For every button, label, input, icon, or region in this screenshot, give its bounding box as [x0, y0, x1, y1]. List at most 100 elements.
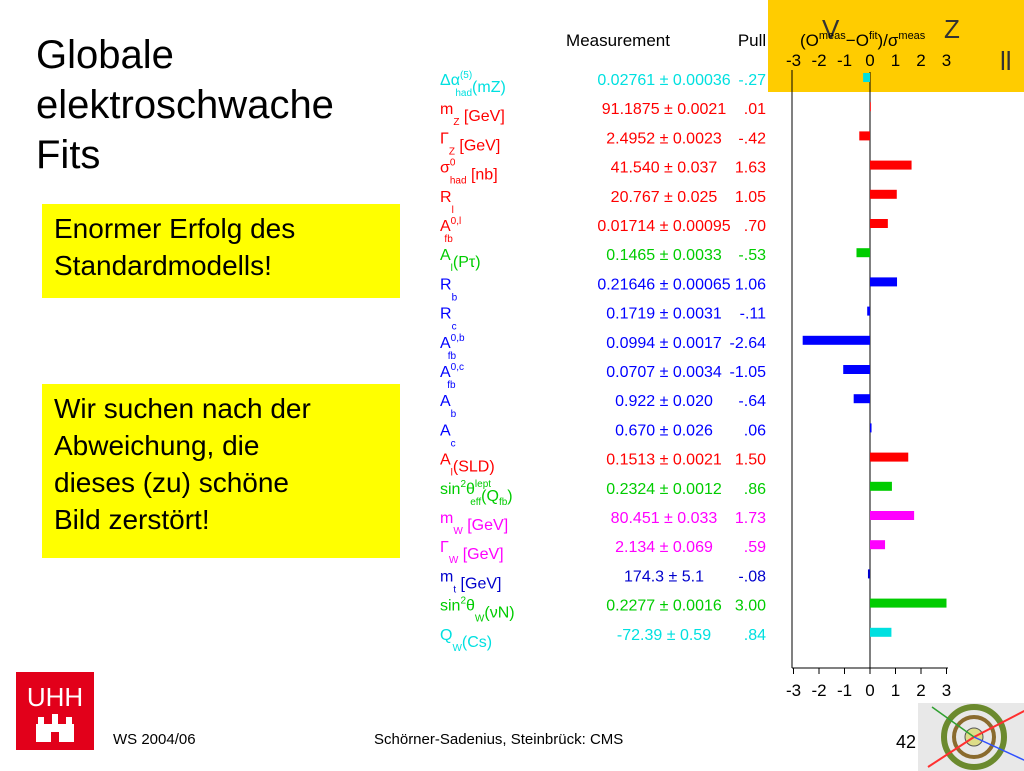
row-pull-value: 3.00: [735, 598, 766, 615]
pull-bar: [867, 569, 870, 579]
row-label: sin2θW(νN): [440, 596, 515, 625]
tick-label-top: -1: [837, 51, 852, 70]
row-pull-value: -.11: [740, 306, 766, 323]
tick-label-bottom: -1: [837, 681, 852, 700]
row-pull-value: -.08: [738, 568, 766, 585]
pull-bar: [870, 189, 897, 199]
row-pull-value: .70: [744, 218, 766, 235]
footer-authors: Schörner-Sadenius, Steinbrück: CMS: [374, 731, 624, 748]
row-label: Ac: [440, 422, 456, 449]
uhh-logo-mark: UHH: [27, 682, 83, 742]
deviation-note: Wir suchen nach der Abweichung, die dies…: [42, 384, 400, 558]
corner-text-2: Z: [944, 14, 960, 44]
row-pull-value: 1.05: [735, 189, 766, 206]
row-pull-value: .59: [744, 539, 766, 556]
deviation-note-line-3: dieses (zu) schöne: [54, 467, 290, 498]
page-number: 42: [896, 732, 917, 752]
row-pull-value: .06: [744, 422, 766, 439]
deviation-note-line-2: Abweichung, die: [54, 430, 260, 461]
row-label: sin2θlept eff(Qfb): [440, 479, 513, 508]
pull-bar: [870, 277, 898, 287]
row-measurement: 0.2324 ± 0.0012: [606, 481, 722, 498]
pull-bar: [870, 627, 892, 637]
row-label: Δα(5) had(mZ): [440, 70, 506, 99]
row-label: Rb: [440, 276, 458, 303]
pull-bar: [870, 598, 947, 608]
row-pull-value: .01: [744, 101, 766, 118]
corner-highlight-box: V Z ll: [768, 0, 1024, 92]
tick-label-bottom: 1: [891, 681, 900, 700]
pull-bar: [863, 73, 870, 82]
row-measurement: 174.3 ± 5.1: [624, 568, 704, 585]
row-label: Rl: [440, 189, 454, 216]
row-label: Al(Pτ): [440, 247, 481, 274]
row-measurement: 91.1875 ± 0.0021: [602, 101, 727, 118]
row-measurement: 0.01714 ± 0.00095: [597, 218, 730, 235]
tick-label-bottom: 3: [942, 681, 951, 700]
tick-label-top: 2: [916, 51, 925, 70]
tick-label-top: -2: [811, 51, 826, 70]
slide-title: Globale elektroschwache Fits: [36, 30, 334, 180]
row-measurement: 20.767 ± 0.025: [611, 189, 718, 206]
row-pull-value: .84: [744, 627, 766, 644]
uhh-logo: UHH: [16, 672, 94, 750]
row-label: A0,c fb: [440, 362, 464, 391]
slide-title-line-1: Globale: [36, 33, 174, 77]
row-pull-value: -.64: [738, 393, 766, 410]
tick-label-bottom: 0: [865, 681, 874, 700]
row-measurement: 80.451 ± 0.033: [611, 510, 718, 527]
row-measurement: 0.02761 ± 0.00036: [597, 72, 730, 89]
row-label: ΓW [GeV]: [440, 539, 504, 566]
pull-chart: Measurement Pull (Omeas−Ofit)/σmeas-3-3-2-…: [440, 30, 951, 700]
row-measurement: 0.922 ± 0.020: [615, 393, 713, 410]
row-pull-value: -.53: [738, 247, 766, 264]
row-pull-value: .86: [744, 481, 766, 498]
row-measurement: -72.39 ± 0.59: [617, 627, 711, 644]
pull-bar: [859, 131, 870, 141]
corner-text-3: ll: [1000, 46, 1012, 76]
tick-label-top: 0: [865, 51, 874, 70]
row-measurement: 2.4952 ± 0.0023: [606, 130, 722, 147]
row-pull-value: 1.06: [735, 276, 766, 293]
measurement-header: Measurement: [566, 31, 670, 50]
pull-bar: [870, 511, 915, 520]
pull-bar: [802, 335, 870, 345]
pull-bar: [870, 219, 888, 228]
corner-text: V: [822, 14, 840, 44]
success-note-line-2: Standardmodells!: [54, 250, 272, 281]
pull-bar: [870, 540, 886, 550]
row-label: A0,b fb: [440, 333, 465, 362]
row-pull-value: -.42: [738, 130, 766, 147]
row-measurement: 0.21646 ± 0.00065: [597, 276, 730, 293]
axis-title: (Omeas−Ofit)/σmeas: [800, 30, 926, 50]
uhh-logo-text: UHH: [27, 682, 83, 712]
row-label: mt [GeV]: [440, 568, 501, 595]
tick-label-top: 3: [942, 51, 951, 70]
row-label: QW(Cs): [440, 627, 492, 654]
detector-event-image: [918, 703, 1024, 771]
row-measurement: 0.1465 ± 0.0033: [606, 247, 722, 264]
pull-bar: [870, 481, 892, 491]
row-measurement: 41.540 ± 0.037: [611, 160, 718, 177]
row-label: A0,l fb: [440, 216, 461, 245]
row-measurement: 0.0994 ± 0.0017: [606, 335, 722, 352]
footer-semester: WS 2004/06: [113, 731, 196, 748]
pull-bar: [870, 423, 872, 433]
row-label: σ0 had [nb]: [440, 158, 498, 187]
slide-title-line-2: elektroschwache: [36, 83, 334, 127]
row-pull-value: -1.05: [730, 364, 767, 381]
tick-label-bottom: 2: [916, 681, 925, 700]
row-measurement: 2.134 ± 0.069: [615, 539, 713, 556]
pull-bar: [867, 306, 870, 316]
row-label: mZ [GeV]: [440, 101, 505, 128]
pull-bar: [870, 452, 909, 462]
pull-bar: [870, 160, 912, 170]
slide-title-line-3: Fits: [36, 133, 101, 177]
row-pull-value: -.27: [738, 72, 766, 89]
row-pull-value: 1.63: [735, 160, 766, 177]
row-label: mW [GeV]: [440, 510, 508, 537]
pull-bar: [843, 365, 870, 374]
pull-bar: [870, 102, 871, 112]
tick-label-bottom: -3: [786, 681, 801, 700]
deviation-note-line-1: Wir suchen nach der: [54, 393, 311, 424]
